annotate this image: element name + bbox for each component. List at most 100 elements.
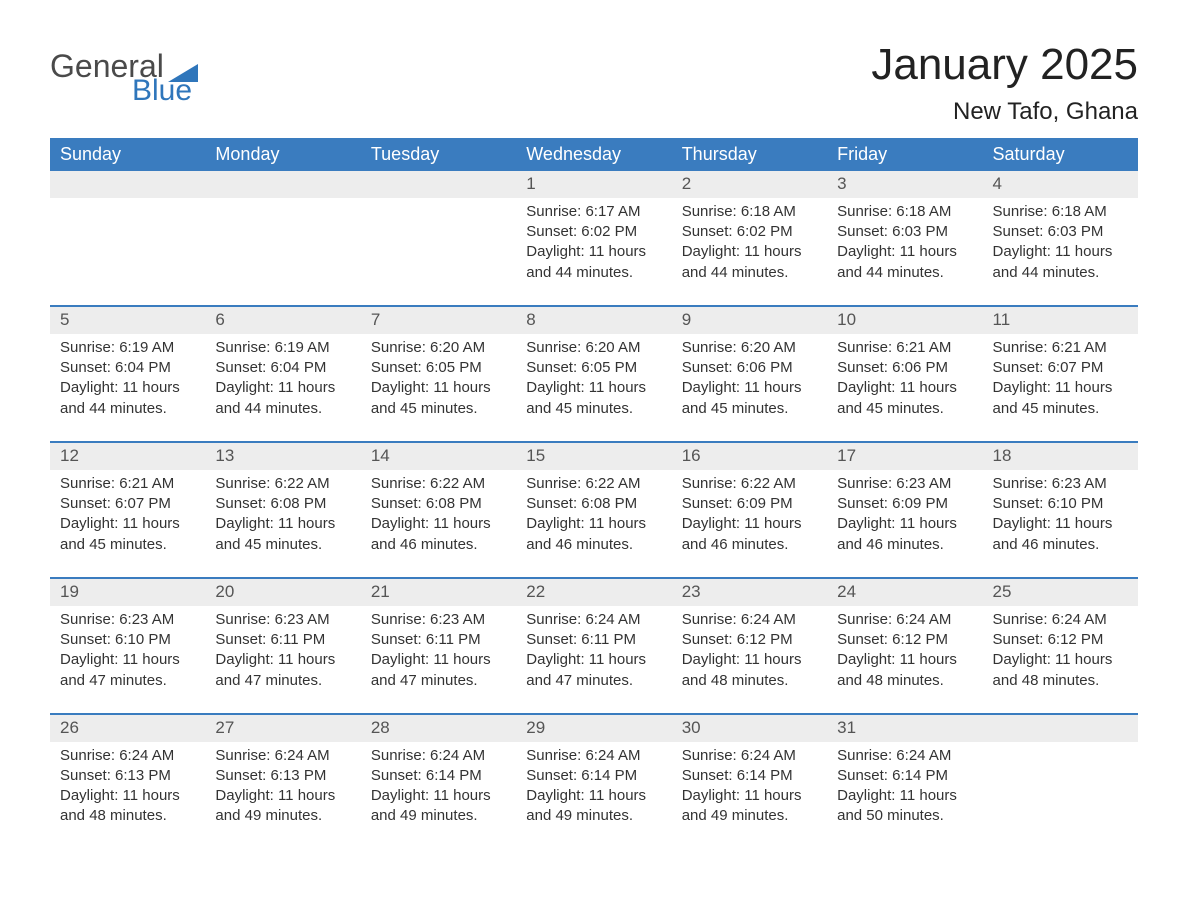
sunrise-text: Sunrise: 6:23 AM xyxy=(371,610,506,630)
day-number: 13 xyxy=(205,443,360,470)
daylight-text: Daylight: 11 hours and 50 minutes. xyxy=(837,786,972,827)
day-detail: Sunrise: 6:24 AMSunset: 6:14 PMDaylight:… xyxy=(361,742,516,849)
day-detail: Sunrise: 6:23 AMSunset: 6:11 PMDaylight:… xyxy=(361,606,516,714)
day-number: 30 xyxy=(672,715,827,742)
sunset-text: Sunset: 6:09 PM xyxy=(837,494,972,514)
day-detail: Sunrise: 6:22 AMSunset: 6:08 PMDaylight:… xyxy=(516,470,671,578)
day-number: 6 xyxy=(205,307,360,334)
location-label: New Tafo, Ghana xyxy=(871,98,1138,126)
month-title: January 2025 xyxy=(871,40,1138,90)
day-detail: Sunrise: 6:21 AMSunset: 6:07 PMDaylight:… xyxy=(983,334,1138,442)
day-header: Thursday xyxy=(672,138,827,171)
sunset-text: Sunset: 6:14 PM xyxy=(526,766,661,786)
day-detail: Sunrise: 6:23 AMSunset: 6:10 PMDaylight:… xyxy=(983,470,1138,578)
day-detail: Sunrise: 6:20 AMSunset: 6:05 PMDaylight:… xyxy=(361,334,516,442)
sunset-text: Sunset: 6:14 PM xyxy=(837,766,972,786)
day-detail: Sunrise: 6:23 AMSunset: 6:09 PMDaylight:… xyxy=(827,470,982,578)
empty-cell xyxy=(50,171,205,198)
day-header: Tuesday xyxy=(361,138,516,171)
day-detail: Sunrise: 6:20 AMSunset: 6:06 PMDaylight:… xyxy=(672,334,827,442)
day-number: 4 xyxy=(983,171,1138,198)
sunrise-text: Sunrise: 6:24 AM xyxy=(371,746,506,766)
day-number: 3 xyxy=(827,171,982,198)
daylight-text: Daylight: 11 hours and 46 minutes. xyxy=(682,514,817,555)
sunrise-text: Sunrise: 6:24 AM xyxy=(215,746,350,766)
daylight-text: Daylight: 11 hours and 45 minutes. xyxy=(993,378,1128,419)
sunset-text: Sunset: 6:12 PM xyxy=(682,630,817,650)
sunrise-text: Sunrise: 6:22 AM xyxy=(371,474,506,494)
sunset-text: Sunset: 6:05 PM xyxy=(526,358,661,378)
day-detail: Sunrise: 6:21 AMSunset: 6:06 PMDaylight:… xyxy=(827,334,982,442)
empty-cell xyxy=(361,198,516,306)
sunset-text: Sunset: 6:10 PM xyxy=(993,494,1128,514)
sunset-text: Sunset: 6:02 PM xyxy=(682,222,817,242)
daylight-text: Daylight: 11 hours and 45 minutes. xyxy=(837,378,972,419)
sunrise-text: Sunrise: 6:24 AM xyxy=(682,746,817,766)
day-detail: Sunrise: 6:18 AMSunset: 6:03 PMDaylight:… xyxy=(827,198,982,306)
day-detail-row: Sunrise: 6:21 AMSunset: 6:07 PM Daylight:… xyxy=(50,470,1138,578)
day-number: 16 xyxy=(672,443,827,470)
day-number: 8 xyxy=(516,307,671,334)
day-detail: Sunrise: 6:24 AMSunset: 6:14 PMDaylight:… xyxy=(516,742,671,849)
daylight-text: Daylight: 11 hours and 46 minutes. xyxy=(371,514,506,555)
daylight-text: Daylight: 11 hours and 45 minutes. xyxy=(371,378,506,419)
sunrise-text: Sunrise: 6:21 AM xyxy=(837,338,972,358)
daylight-text: Daylight: 11 hours and 48 minutes. xyxy=(837,650,972,691)
day-detail: Sunrise: 6:22 AMSunset: 6:09 PMDaylight:… xyxy=(672,470,827,578)
day-number: 2 xyxy=(672,171,827,198)
daylight-text: Daylight: 11 hours and 49 minutes. xyxy=(371,786,506,827)
day-detail-row: Sunrise: 6:24 AMSunset: 6:13 PMDaylight:… xyxy=(50,742,1138,849)
sunset-text: Sunset: 6:09 PM xyxy=(682,494,817,514)
day-detail: Sunrise: 6:24 AMSunset: 6:12 PMDaylight:… xyxy=(672,606,827,714)
sunset-text: Sunset: 6:07 PM xyxy=(993,358,1128,378)
logo: General Blue xyxy=(50,50,198,106)
daylight-text: Daylight: 11 hours and 45 minutes. xyxy=(215,514,350,555)
day-number: 17 xyxy=(827,443,982,470)
daylight-text: Daylight: 11 hours and 44 minutes. xyxy=(215,378,350,419)
sunrise-text: Sunrise: 6:18 AM xyxy=(837,202,972,222)
day-number-row: 19202122232425 xyxy=(50,579,1138,606)
day-detail: Sunrise: 6:17 AMSunset: 6:02 PMDaylight:… xyxy=(516,198,671,306)
sunset-text: Sunset: 6:08 PM xyxy=(371,494,506,514)
sunset-text: Sunset: 6:14 PM xyxy=(682,766,817,786)
day-header: Friday xyxy=(827,138,982,171)
day-header: Saturday xyxy=(983,138,1138,171)
sunrise-text: Sunrise: 6:24 AM xyxy=(60,746,195,766)
sunset-text: Sunset: 6:11 PM xyxy=(371,630,506,650)
day-number: 11 xyxy=(983,307,1138,334)
day-detail: Sunrise: 6:19 AMSunset: 6:04 PMDaylight:… xyxy=(205,334,360,442)
day-number: 18 xyxy=(983,443,1138,470)
sunrise-text: Sunrise: 6:24 AM xyxy=(837,610,972,630)
day-header: Wednesday xyxy=(516,138,671,171)
sunset-text: Sunset: 6:10 PM xyxy=(60,630,195,650)
sunrise-text: Sunrise: 6:19 AM xyxy=(215,338,350,358)
daylight-text: Daylight: 11 hours and 44 minutes. xyxy=(993,242,1128,283)
day-detail: Sunrise: 6:24 AMSunset: 6:14 PMDaylight:… xyxy=(672,742,827,849)
sunrise-text: Sunrise: 6:24 AM xyxy=(526,746,661,766)
day-detail: Sunrise: 6:24 AMSunset: 6:12 PMDaylight:… xyxy=(983,606,1138,714)
day-number: 27 xyxy=(205,715,360,742)
day-detail: Sunrise: 6:20 AMSunset: 6:05 PMDaylight:… xyxy=(516,334,671,442)
day-number: 14 xyxy=(361,443,516,470)
flag-icon xyxy=(168,60,198,82)
sunrise-text: Sunrise: 6:21 AM xyxy=(60,474,195,494)
day-number-row: 262728293031 xyxy=(50,715,1138,742)
day-detail: Sunrise: 6:22 AMSunset: 6:08 PMDaylight:… xyxy=(361,470,516,578)
day-number: 7 xyxy=(361,307,516,334)
daylight-text: Daylight: 11 hours and 46 minutes. xyxy=(993,514,1128,555)
day-number: 31 xyxy=(827,715,982,742)
day-detail: Sunrise: 6:24 AMSunset: 6:11 PMDaylight:… xyxy=(516,606,671,714)
daylight-text: Daylight: 11 hours and 48 minutes. xyxy=(993,650,1128,691)
sunset-text: Sunset: 6:07 PM xyxy=(60,494,195,514)
empty-cell xyxy=(361,171,516,198)
sunset-text: Sunset: 6:11 PM xyxy=(215,630,350,650)
day-detail: Sunrise: 6:24 AMSunset: 6:14 PMDaylight:… xyxy=(827,742,982,849)
daylight-text: Daylight: 11 hours and 48 minutes. xyxy=(60,786,195,827)
day-detail: Sunrise: 6:22 AMSunset: 6:08 PMDaylight:… xyxy=(205,470,360,578)
day-detail-row: Sunrise: 6:17 AMSunset: 6:02 PMDaylight:… xyxy=(50,198,1138,306)
sunrise-text: Sunrise: 6:22 AM xyxy=(215,474,350,494)
daylight-text: Daylight: 11 hours and 44 minutes. xyxy=(682,242,817,283)
sunrise-text: Sunrise: 6:20 AM xyxy=(371,338,506,358)
sunrise-text: Sunrise: 6:17 AM xyxy=(526,202,661,222)
sunset-text: Sunset: 6:13 PM xyxy=(60,766,195,786)
